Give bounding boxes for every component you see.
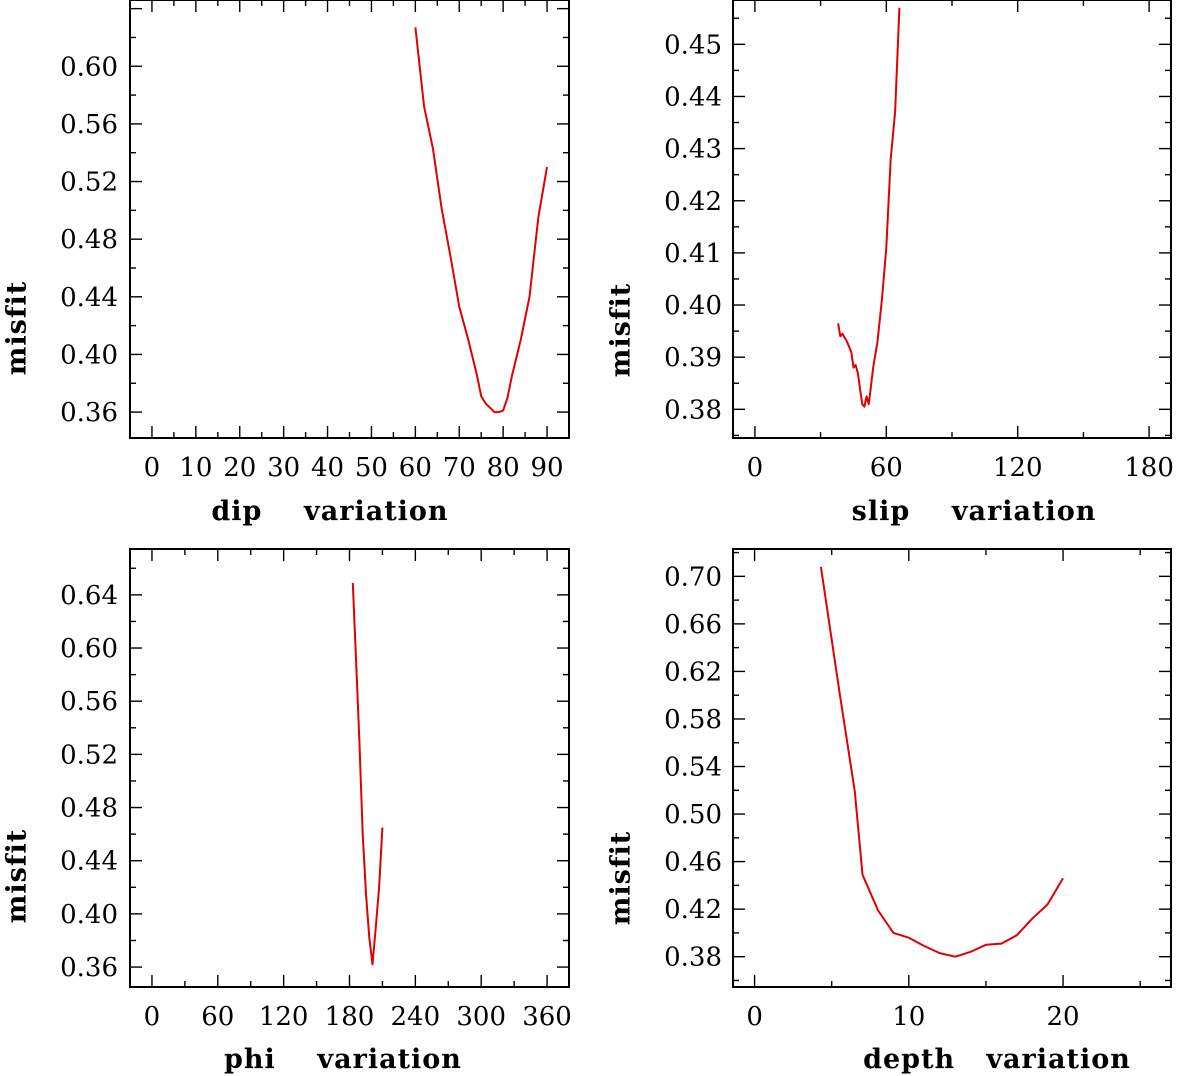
phi-plot-frame: [129, 548, 570, 988]
phi-x-tick-label: 300: [456, 1002, 506, 1032]
phi-x-tick-label: 240: [391, 1002, 441, 1032]
slip-ticks: 0 60 120 180 0.38 0.39 0.40 0.41 0.42 0.43 0.44 0.4…: [664, 0, 1174, 483]
dip-ticks: 0 10 20 30 40 50 60 70 80 90 0.36 0.40 0.44 0.48 0.52 0…: [60, 0, 570, 483]
dip-y-tick-label: 0.52: [60, 168, 118, 198]
phi-y-tick-label: 0.48: [60, 794, 118, 824]
slip-y-tick-label: 0.42: [664, 187, 722, 217]
phi-y-tick-label: 0.60: [60, 634, 118, 664]
slip-y-tick-label: 0.45: [664, 30, 722, 60]
phi-y-tick-label: 0.56: [60, 687, 118, 717]
dip-misfit-line: [414, 27, 548, 414]
dip-x-tick-label: 10: [179, 453, 212, 483]
phi-panel: 0 60 120 180 240 300 360 0.36 0.40 0.44 0.48 0.52 0.…: [2, 548, 572, 1075]
slip-y-tick-label: 0.39: [664, 343, 722, 373]
dip-y-tick-label: 0.40: [60, 340, 118, 370]
slip-x-tick-label: 120: [993, 453, 1043, 483]
depth-plot-frame: [732, 548, 1172, 988]
phi-x-tick-label: 360: [522, 1002, 572, 1032]
depth-y-tick-label: 0.70: [664, 562, 722, 592]
phi-misfit-line: [351, 582, 384, 966]
depth-y-tick-label: 0.62: [664, 657, 722, 687]
depth-y-tick-label: 0.38: [664, 943, 722, 973]
slip-y-tick-label: 0.43: [664, 135, 722, 165]
phi-series-group: [351, 582, 384, 966]
slip-x-axis-title: slip variation: [852, 496, 1097, 527]
slip-y-axis-title: misfit: [606, 283, 637, 377]
depth-panel: 0 10 20 0.38 0.42 0.46 0.50 0.54 0.58 0.62 0.66 0.7…: [606, 548, 1172, 1075]
depth-y-tick-label: 0.66: [664, 610, 722, 640]
dip-x-tick-label: 50: [355, 453, 388, 483]
phi-y-tick-label: 0.40: [60, 900, 118, 930]
slip-y-tick-label: 0.38: [664, 395, 722, 425]
depth-y-tick-label: 0.58: [664, 705, 722, 735]
phi-x-tick-label: 120: [259, 1002, 309, 1032]
dip-series-group: [414, 27, 548, 414]
slip-x-tick-label: 60: [870, 453, 903, 483]
dip-x-tick-label: 40: [311, 453, 344, 483]
phi-x-tick-label: 180: [325, 1002, 375, 1032]
dip-x-tick-label: 80: [487, 453, 520, 483]
slip-misfit-line: [837, 7, 901, 408]
dip-y-tick-label: 0.56: [60, 110, 118, 140]
dip-x-tick-label: 30: [267, 453, 300, 483]
dip-x-tick-label: 70: [443, 453, 476, 483]
depth-ticks: 0 10 20 0.38 0.42 0.46 0.50 0.54 0.58 0.62 0.66 0.7…: [664, 549, 1171, 1032]
phi-y-tick-label: 0.52: [60, 740, 118, 770]
depth-x-tick-label: 10: [892, 1002, 925, 1032]
phi-ticks: 0 60 120 180 240 300 360 0.36 0.40 0.44 0.48 0.52 0.…: [60, 549, 572, 1032]
depth-y-tick-label: 0.50: [664, 800, 722, 830]
slip-plot-frame: [732, 0, 1172, 439]
dip-y-tick-label: 0.60: [60, 52, 118, 82]
phi-y-tick-label: 0.64: [60, 581, 118, 611]
phi-x-axis-title: phi variation: [224, 1044, 462, 1075]
phi-x-tick-label: 0: [144, 1002, 161, 1032]
dip-y-tick-label: 0.36: [60, 398, 118, 428]
dip-x-axis-title: dip variation: [211, 496, 448, 527]
depth-y-tick-label: 0.54: [664, 753, 722, 783]
phi-x-tick-label: 60: [201, 1002, 234, 1032]
depth-x-tick-label: 20: [1046, 1002, 1079, 1032]
depth-series-group: [819, 566, 1064, 958]
dip-x-tick-label: 90: [531, 453, 564, 483]
dip-y-tick-label: 0.48: [60, 225, 118, 255]
depth-y-tick-label: 0.46: [664, 848, 722, 878]
slip-series-group: [837, 7, 901, 408]
dip-panel: 0 10 20 30 40 50 60 70 80 90 0.36 0.40 0.44 0.48 0.52 0…: [2, 0, 570, 527]
depth-y-axis-title: misfit: [606, 831, 637, 925]
depth-x-tick-label: 0: [746, 1002, 763, 1032]
dip-x-tick-label: 60: [399, 453, 432, 483]
slip-y-tick-label: 0.44: [664, 82, 722, 112]
phi-y-axis-title: misfit: [2, 829, 33, 923]
depth-y-tick-label: 0.42: [664, 895, 722, 925]
phi-y-tick-label: 0.44: [60, 847, 118, 877]
slip-x-tick-label: 180: [1124, 453, 1174, 483]
dip-y-axis-title: misfit: [2, 281, 33, 375]
slip-y-tick-label: 0.41: [664, 239, 722, 269]
dip-plot-frame: [129, 0, 570, 439]
dip-x-tick-label: 20: [223, 453, 256, 483]
dip-x-tick-label: 0: [144, 453, 161, 483]
phi-y-tick-label: 0.36: [60, 953, 118, 983]
slip-x-tick-label: 0: [747, 453, 764, 483]
slip-panel: 0 60 120 180 0.38 0.39 0.40 0.41 0.42 0.43 0.44 0.4…: [606, 0, 1174, 527]
depth-misfit-line: [819, 566, 1064, 958]
dip-y-tick-label: 0.44: [60, 283, 118, 313]
slip-y-tick-label: 0.40: [664, 291, 722, 321]
depth-x-axis-title: depth variation: [863, 1044, 1131, 1075]
